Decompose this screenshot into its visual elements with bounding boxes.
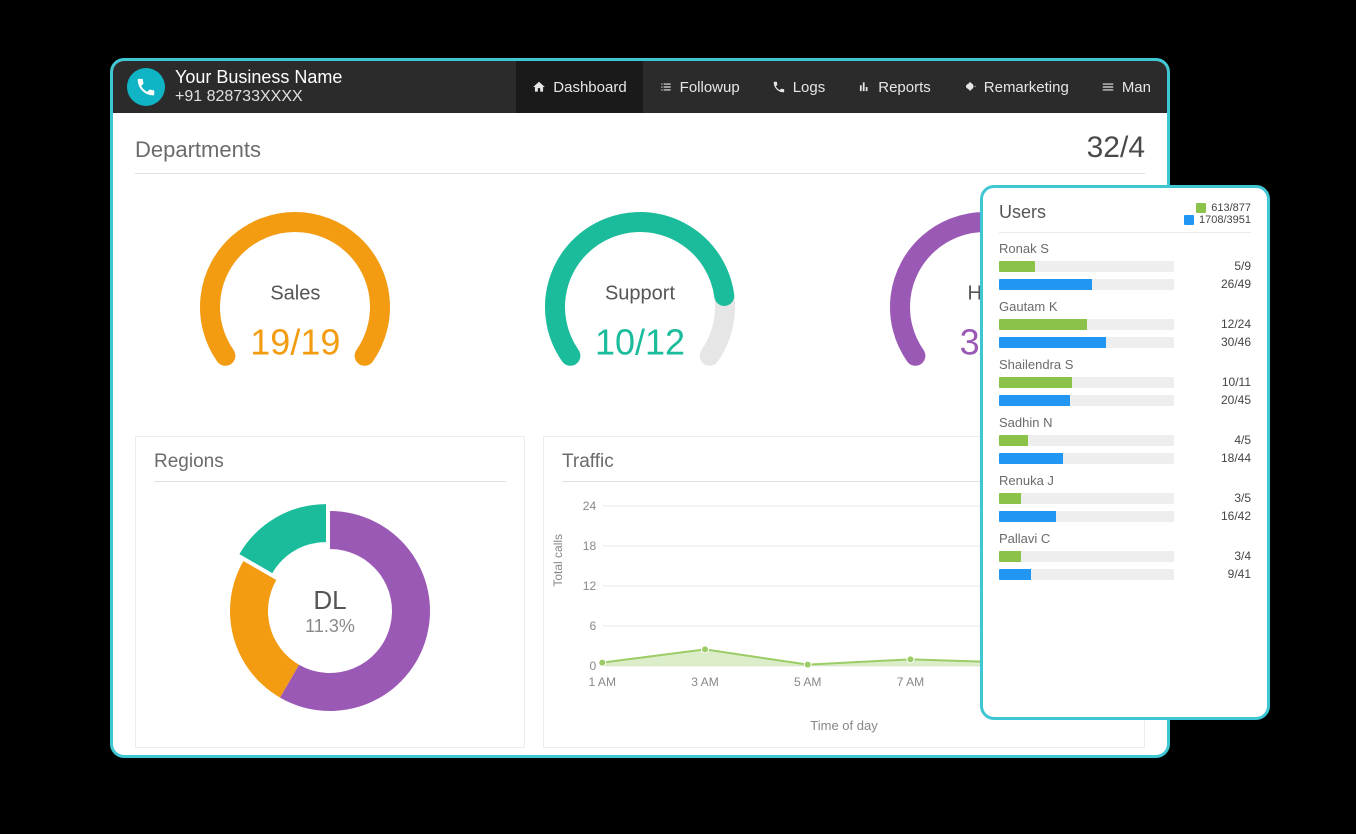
svg-text:0: 0 [590,659,597,673]
nav-label: Man [1122,79,1151,96]
traffic-ylabel: Total calls [551,534,565,587]
nav-label: Followup [680,79,740,96]
user-val-blue: 18/44 [1201,451,1251,465]
gauge-value: 19/19 [250,322,340,364]
legend-text: 613/877 [1211,202,1251,214]
nav-items: Dashboard Followup Logs Reports Remarketing M… [516,61,1167,113]
user-name: Pallavi C [999,531,1251,546]
user-row: Shailendra S 10/11 20/45 [999,357,1251,407]
user-val-blue: 9/41 [1201,567,1251,581]
gauge-sales: Sales 19/19 [135,192,456,422]
navbar: Your Business Name +91 828733XXXX Dashbo… [113,61,1167,113]
user-row: Ronak S 5/9 26/49 [999,241,1251,291]
regions-title: Regions [154,451,506,482]
user-row: Gautam K 12/24 30/46 [999,299,1251,349]
user-bar-blue [999,337,1174,348]
user-bar-green [999,377,1174,388]
user-val-blue: 26/49 [1201,277,1251,291]
users-legend: 613/8771708/3951 [1184,202,1251,226]
nav-logs[interactable]: Logs [756,61,842,113]
user-row: Sadhin N 4/5 18/44 [999,415,1251,465]
svg-text:24: 24 [583,499,597,513]
user-val-green: 3/4 [1201,549,1251,563]
nav-label: Reports [878,79,931,96]
regions-panel: Regions DL 11.3% [135,436,525,748]
user-bar-blue [999,279,1174,290]
nav-reports[interactable]: Reports [841,61,947,113]
user-val-blue: 30/46 [1201,335,1251,349]
business-phone: +91 828733XXXX [175,88,342,106]
user-row: Pallavi C 3/4 9/41 [999,531,1251,581]
user-bar-green [999,435,1174,446]
nav-man[interactable]: Man [1085,61,1167,113]
bar-icon [857,80,871,94]
gauge-support: Support 10/12 [480,192,801,422]
user-name: Renuka J [999,473,1251,488]
user-val-blue: 16/42 [1201,509,1251,523]
user-val-green: 12/24 [1201,317,1251,331]
donut-slice[interactable] [239,504,326,573]
legend-row: 613/877 [1184,202,1251,214]
regions-donut: DL 11.3% [215,496,445,726]
nav-dashboard[interactable]: Dashboard [516,61,642,113]
nav-remarketing[interactable]: Remarketing [947,61,1085,113]
legend-swatch [1184,215,1194,225]
phone-icon [772,80,786,94]
user-name: Ronak S [999,241,1251,256]
user-bar-blue [999,395,1174,406]
nav-label: Dashboard [553,79,626,96]
user-bar-blue [999,569,1174,580]
user-bar-green [999,261,1174,272]
user-val-green: 3/5 [1201,491,1251,505]
user-val-blue: 20/45 [1201,393,1251,407]
legend-text: 1708/3951 [1199,214,1251,226]
user-name: Gautam K [999,299,1251,314]
user-bar-blue [999,453,1174,464]
svg-text:5 AM: 5 AM [794,675,822,689]
bullhorn-icon [963,80,977,94]
svg-text:12: 12 [583,579,597,593]
users-title: Users [999,202,1046,223]
phone-icon [127,68,165,106]
home-icon [532,80,546,94]
business-name: Your Business Name [175,67,342,88]
donut-slice[interactable] [230,561,299,698]
gauge-label: Support [595,283,685,306]
svg-text:6: 6 [590,619,597,633]
gauge-label: Sales [250,283,340,306]
legend-row: 1708/3951 [1184,214,1251,226]
list-icon [659,80,673,94]
donut-center-pct: 11.3% [305,616,355,637]
departments-title: Departments [135,137,261,163]
user-bar-blue [999,511,1174,522]
brand: Your Business Name +91 828733XXXX [113,61,356,113]
user-bar-green [999,551,1174,562]
svg-text:3 AM: 3 AM [691,675,719,689]
nav-followup[interactable]: Followup [643,61,756,113]
users-list: Ronak S 5/9 26/49 Gautam K 12/24 30/46 S… [999,241,1251,581]
gauge-value: 10/12 [595,322,685,364]
departments-header: Departments 32/4 [135,131,1145,174]
departments-stat: 32/4 [1087,131,1145,165]
svg-text:1 AM: 1 AM [589,675,617,689]
nav-label: Logs [793,79,826,96]
user-name: Shailendra S [999,357,1251,372]
legend-swatch [1196,203,1206,213]
user-val-green: 5/9 [1201,259,1251,273]
user-val-green: 4/5 [1201,433,1251,447]
svg-text:18: 18 [583,539,597,553]
users-panel: Users 613/8771708/3951 Ronak S 5/9 26/49… [980,185,1270,720]
user-row: Renuka J 3/5 16/42 [999,473,1251,523]
menu-icon [1101,80,1115,94]
svg-text:7 AM: 7 AM [897,675,925,689]
user-name: Sadhin N [999,415,1251,430]
user-val-green: 10/11 [1201,375,1251,389]
donut-center-label: DL [305,585,355,616]
user-bar-green [999,319,1174,330]
traffic-xlabel: Time of day [562,718,1126,733]
nav-label: Remarketing [984,79,1069,96]
user-bar-green [999,493,1174,504]
